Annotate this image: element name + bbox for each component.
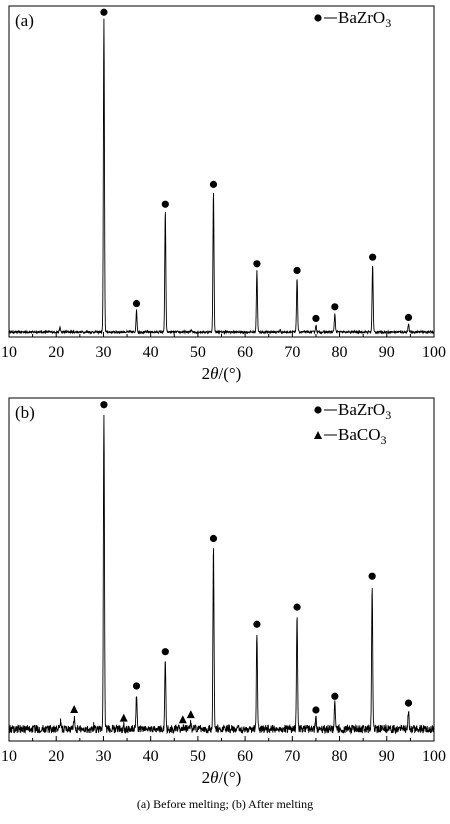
legend-circle-marker bbox=[314, 14, 322, 22]
bazro3-peak-marker bbox=[369, 253, 377, 261]
legend-entry-label: BaCO3 bbox=[338, 425, 387, 447]
bazro3-peak-marker bbox=[331, 692, 339, 700]
x-axis-label: 2θ/(°) bbox=[202, 768, 242, 787]
x-axis-label: 2θ/(°) bbox=[202, 364, 242, 383]
xrd-pattern-line bbox=[8, 18, 435, 335]
bazro3-peak-marker bbox=[253, 260, 261, 268]
legend-entry-label: BaZrO3 bbox=[338, 8, 391, 30]
x-tick-label: 20 bbox=[48, 748, 64, 765]
bazro3-peak-marker bbox=[209, 534, 218, 543]
x-tick-label: 70 bbox=[284, 344, 300, 361]
bazro3-peak-marker bbox=[312, 314, 320, 323]
bazro3-peak-marker bbox=[368, 572, 376, 580]
x-tick-label: 30 bbox=[95, 748, 111, 765]
x-tick-label: 70 bbox=[284, 748, 300, 765]
baco3-peak-marker bbox=[186, 710, 195, 719]
xrd-figure: 10 20 30 40 50 60 70 80 90 100 2θ/(°) (a) BaZrO3 10 2… bbox=[1, 5, 446, 787]
x-tick-label: 10 bbox=[1, 748, 17, 765]
panel-label: (b) bbox=[15, 403, 35, 422]
bazro3-peak-marker bbox=[161, 200, 169, 208]
bazro3-peak-marker bbox=[100, 8, 108, 16]
bazro3-peak-marker bbox=[100, 401, 108, 409]
panel-b: 10 20 30 40 50 60 70 80 90 100 2θ/(°) (b) BaZrO3 BaCO… bbox=[1, 397, 446, 787]
bazro3-peak-marker bbox=[293, 603, 301, 611]
baco3-peak-marker bbox=[178, 715, 187, 724]
xrd-pattern-line bbox=[8, 414, 435, 735]
bazro3-peak-marker bbox=[253, 620, 261, 628]
x-tick-label: 50 bbox=[190, 748, 206, 765]
bazro3-peak-marker bbox=[293, 266, 301, 275]
bazro3-peak-marker bbox=[404, 313, 413, 322]
panel-label: (a) bbox=[15, 11, 34, 30]
legend-entry-label: BaZrO3 bbox=[338, 400, 391, 422]
bazro3-peak-marker bbox=[404, 699, 413, 707]
x-tick-label: 20 bbox=[48, 344, 64, 361]
plot-frame bbox=[8, 5, 435, 338]
legend-triangle-marker bbox=[314, 431, 322, 439]
x-tick-label: 80 bbox=[332, 748, 348, 765]
baco3-peak-marker bbox=[70, 704, 79, 713]
x-tick-label: 30 bbox=[95, 344, 111, 361]
legend-circle-marker bbox=[314, 406, 322, 414]
x-tick-label: 90 bbox=[379, 748, 395, 765]
bazro3-peak-marker bbox=[132, 299, 141, 308]
panel-a: 10 20 30 40 50 60 70 80 90 100 2θ/(°) (a) BaZrO3 bbox=[1, 5, 446, 383]
plot-frame bbox=[8, 397, 435, 742]
bazro3-peak-marker bbox=[161, 648, 169, 656]
x-tick-label: 50 bbox=[190, 344, 206, 361]
x-tick-label: 60 bbox=[237, 344, 253, 361]
bazro3-peak-marker bbox=[312, 706, 320, 714]
x-tick-label: 40 bbox=[143, 344, 159, 361]
figure-caption: (a) Before melting; (b) After melting bbox=[136, 797, 314, 811]
x-tick-label: 40 bbox=[143, 748, 159, 765]
bazro3-peak-marker bbox=[209, 180, 218, 188]
x-tick-label: 80 bbox=[332, 344, 348, 361]
x-tick-label: 100 bbox=[422, 344, 446, 361]
x-tick-label: 100 bbox=[422, 748, 446, 765]
x-tick-label: 10 bbox=[1, 344, 17, 361]
bazro3-peak-marker bbox=[331, 303, 339, 311]
x-tick-label: 60 bbox=[237, 748, 253, 765]
x-tick-label: 90 bbox=[379, 344, 395, 361]
baco3-peak-marker bbox=[119, 713, 128, 722]
bazro3-peak-marker bbox=[132, 682, 141, 690]
